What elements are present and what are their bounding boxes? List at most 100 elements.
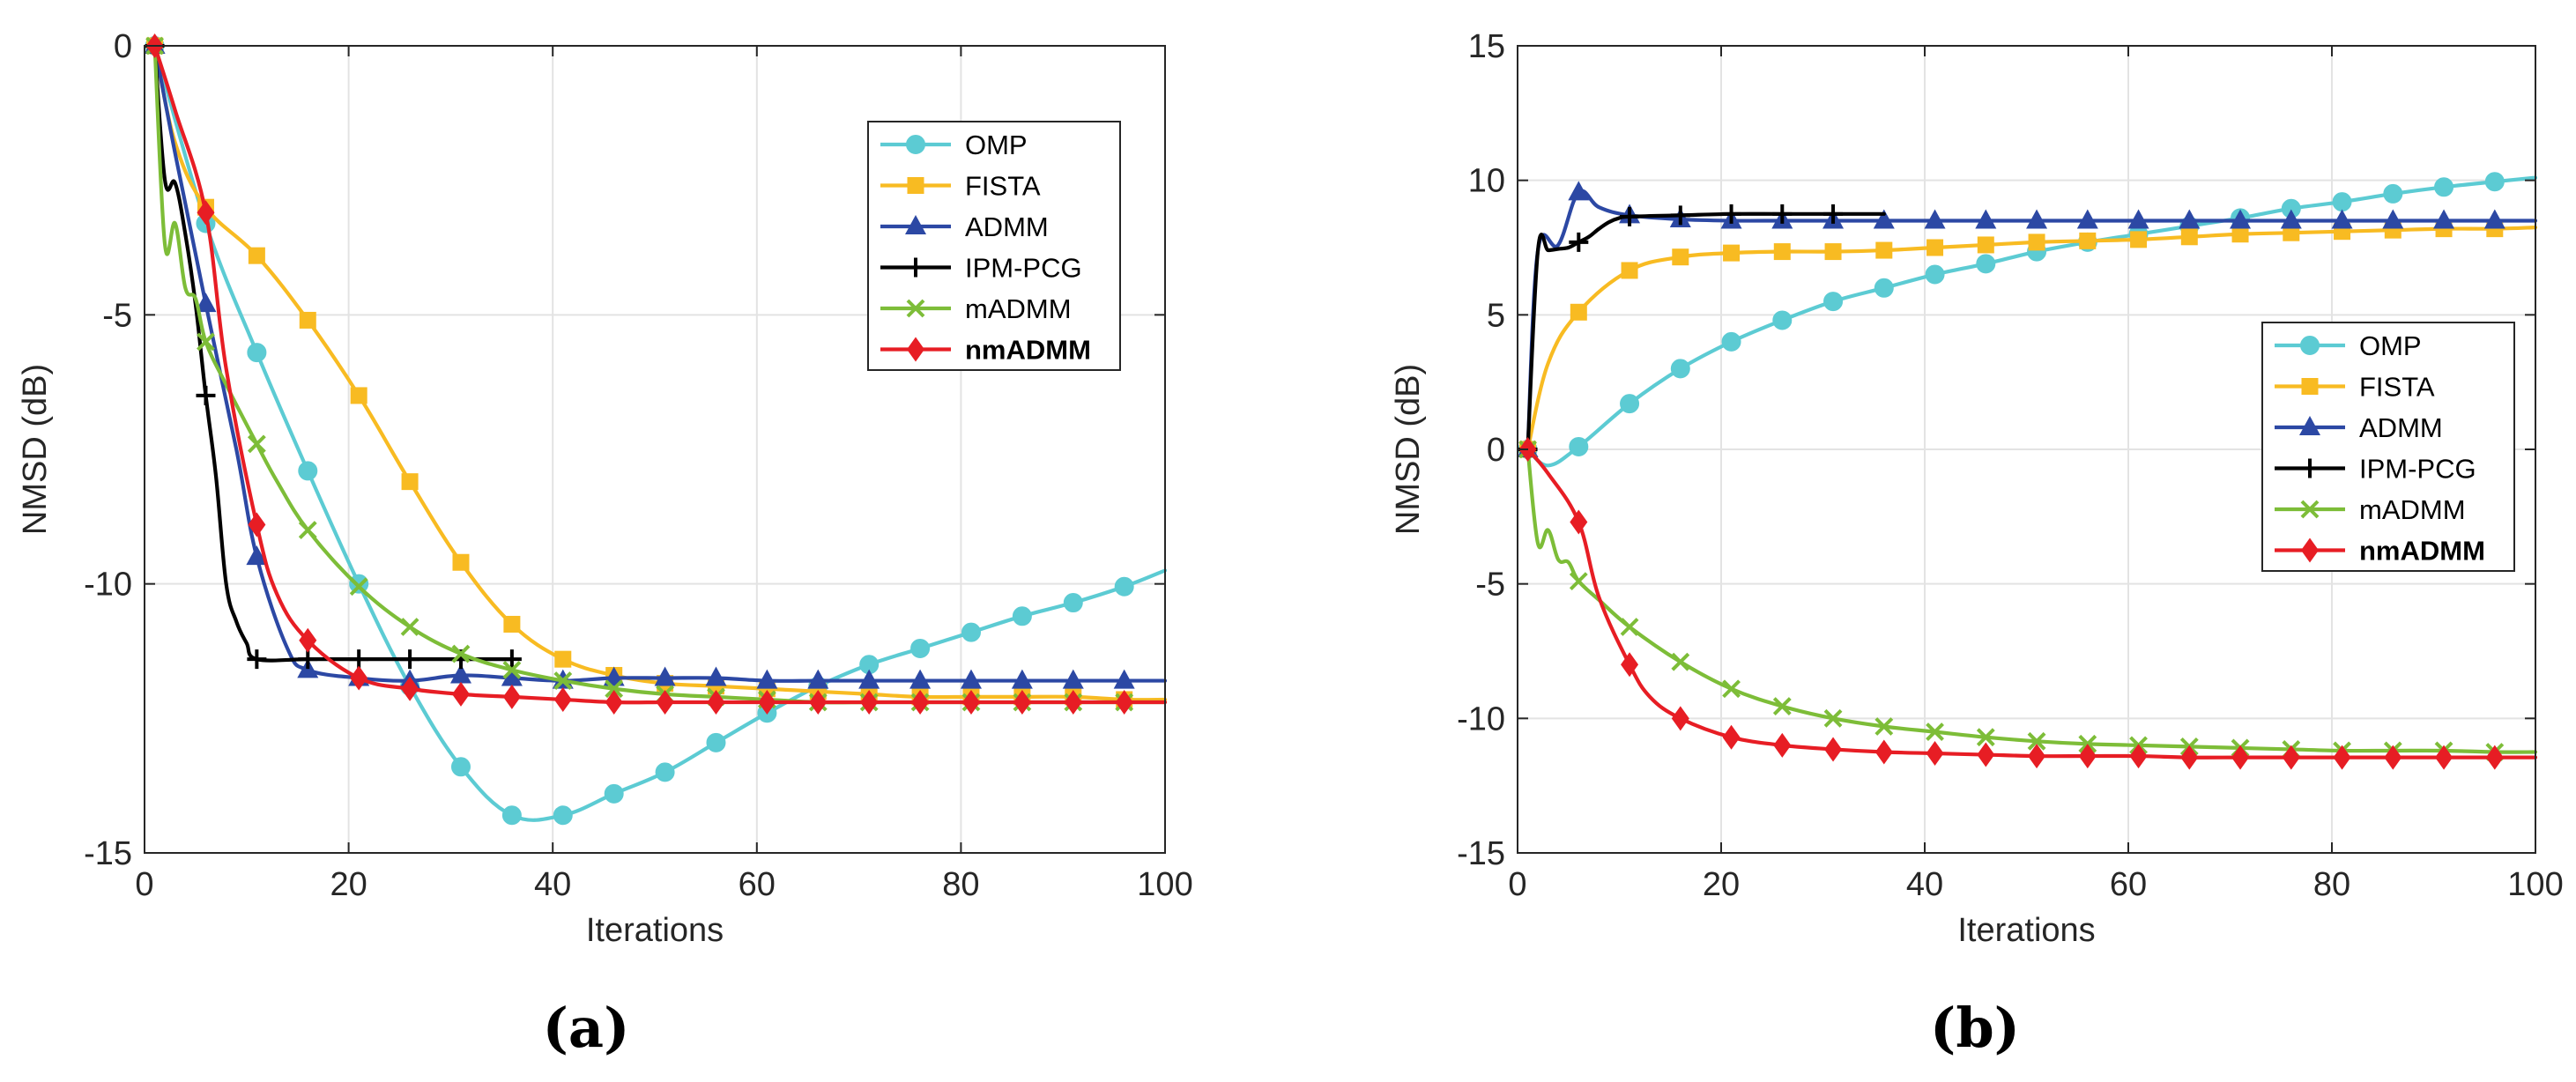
data-point-admm <box>2230 209 2252 229</box>
data-point-fista <box>452 553 470 571</box>
data-point-madmm <box>197 332 215 352</box>
data-point-omp <box>1874 278 1894 298</box>
data-point-omp <box>1721 331 1741 352</box>
data-point-fista <box>1824 243 1842 261</box>
x-tick-label: 80 <box>942 866 979 903</box>
data-point-madmm <box>605 679 624 699</box>
data-point-madmm <box>1722 679 1741 699</box>
data-point-omp <box>961 622 981 642</box>
data-point-admm <box>1975 209 1997 229</box>
data-point-madmm <box>2027 731 2046 751</box>
y-tick-label: 15 <box>1468 28 1505 65</box>
chart-caption: (b) <box>1930 996 2020 1060</box>
data-point-nmadmm <box>656 690 674 715</box>
data-point-omp <box>298 461 318 481</box>
data-point-omp <box>553 805 573 826</box>
data-point-admm <box>654 666 676 686</box>
series-line-madmm <box>1526 447 2537 754</box>
y-tick-label: 10 <box>1468 163 1505 200</box>
legend-label-ipm-pcg: IPM-PCG <box>2359 454 2476 485</box>
data-point-nmadmm <box>2180 745 2199 770</box>
data-point-madmm <box>1976 728 1995 747</box>
y-tick-label: -15 <box>84 835 132 872</box>
legend-marker-madmm <box>906 299 925 318</box>
data-point-nmadmm <box>1064 690 1082 715</box>
legend-marker-admm <box>2299 416 2320 435</box>
y-tick-label: 0 <box>1487 432 1505 469</box>
y-tick-label: -5 <box>1475 567 1505 604</box>
data-point-omp <box>2383 183 2403 204</box>
data-point-nmadmm <box>961 690 980 715</box>
data-point-nmadmm <box>401 676 419 701</box>
data-point-ipm-pcg <box>298 649 318 670</box>
legend: OMP FISTA ADMM IPM-PCG mADMM nmADMM <box>867 121 1121 371</box>
legend-marker-omp <box>2300 336 2320 355</box>
x-tick-label: 0 <box>135 866 153 903</box>
data-point-nmadmm <box>2028 744 2046 769</box>
legend-box <box>867 121 1121 371</box>
data-point-admm <box>449 663 471 684</box>
y-tick-label: -10 <box>84 567 132 604</box>
data-point-admm <box>960 669 982 689</box>
data-point-madmm <box>400 618 419 636</box>
data-point-admm <box>2483 209 2505 229</box>
data-point-madmm <box>451 644 471 663</box>
data-point-omp <box>2484 172 2505 192</box>
data-point-nmadmm <box>809 690 828 715</box>
chart-caption: (a) <box>543 996 630 1060</box>
legend-box <box>2261 322 2515 572</box>
data-point-omp <box>655 762 675 782</box>
data-point-madmm <box>1569 572 1588 591</box>
legend-label-omp: OMP <box>2359 330 2422 361</box>
data-point-nmadmm <box>1977 742 1995 767</box>
data-point-omp <box>706 732 726 752</box>
data-point-admm <box>2179 209 2201 229</box>
legend-label-nmadmm: nmADMM <box>2359 536 2485 567</box>
data-point-ipm-pcg <box>1772 204 1793 224</box>
data-point-admm <box>1062 669 1084 689</box>
data-point-admm <box>1924 209 1946 229</box>
data-point-nmadmm <box>1013 690 1031 715</box>
series-line-admm <box>152 43 1167 683</box>
data-point-omp <box>247 343 267 363</box>
x-tick-label: 80 <box>2313 866 2350 903</box>
x-tick-label: 20 <box>1703 866 1740 903</box>
data-point-nmadmm <box>707 690 725 715</box>
x-tick-label: 40 <box>1906 866 1943 903</box>
data-point-admm <box>2382 209 2404 229</box>
x-tick-label: 60 <box>2110 866 2147 903</box>
data-point-fista <box>248 247 265 264</box>
data-point-madmm <box>349 577 368 597</box>
data-point-omp <box>1114 576 1134 597</box>
data-point-madmm <box>1874 717 1894 736</box>
data-point-ipm-pcg <box>501 649 522 670</box>
data-point-nmadmm <box>2282 745 2300 770</box>
x-axis-label: Iterations <box>586 912 724 949</box>
data-point-nmadmm <box>1824 737 1843 762</box>
x-tick-label: 40 <box>534 866 571 903</box>
data-point-madmm <box>502 660 522 679</box>
data-point-omp <box>2434 177 2454 197</box>
data-point-admm <box>501 666 523 686</box>
data-point-madmm <box>1772 697 1792 716</box>
data-point-admm <box>195 293 217 313</box>
data-point-fista <box>2180 228 2198 246</box>
data-point-fista <box>2130 231 2148 248</box>
data-point-madmm <box>1671 652 1690 671</box>
y-tick-label: -15 <box>1457 835 1505 872</box>
series-group <box>145 33 1167 826</box>
data-point-admm <box>2433 209 2455 229</box>
data-point-ipm-pcg <box>247 649 267 670</box>
data-point-omp <box>604 783 624 804</box>
data-point-nmadmm <box>1926 741 1944 767</box>
y-tick-label: 5 <box>1487 297 1505 334</box>
data-point-nmadmm <box>451 681 470 707</box>
data-point-omp <box>450 757 471 777</box>
data-point-admm <box>2331 209 2353 229</box>
y-axis-label: NMSD (dB) <box>17 364 54 535</box>
legend-label-omp: OMP <box>965 130 1028 160</box>
data-point-admm <box>705 666 727 686</box>
data-point-nmadmm <box>2333 745 2351 770</box>
data-point-fista <box>1773 243 1791 261</box>
